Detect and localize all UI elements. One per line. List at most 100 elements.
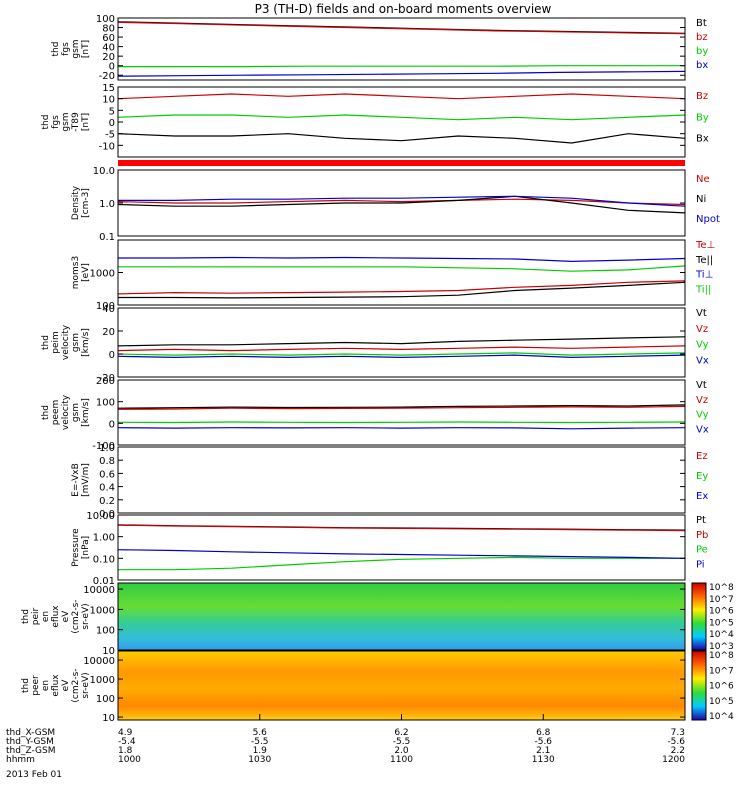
footer-row-label: hhmm	[6, 755, 35, 765]
colorbar-label: 10^3	[709, 642, 734, 652]
colorbar-label: 10^7	[709, 666, 734, 676]
y-tick-label: -100	[92, 441, 115, 452]
y-tick-label: 0.6	[99, 469, 115, 480]
panel-8: 10.00 1.00 0.10 0.01 Pressure [nPa] Pt Pb Pe Pi	[71, 511, 708, 587]
y-tick-label: 40	[102, 304, 115, 315]
y-axis-label: thd	[41, 115, 51, 130]
panel-4: 1000 100 moms3 [eV] Te⊥ Te|| Ti⊥ Ti||	[71, 239, 715, 312]
series-line-Vy	[117, 421, 686, 424]
y-axis-label: peer	[31, 675, 41, 696]
colorbar-label: 10^5	[709, 697, 734, 707]
footer-value: -5.6	[667, 737, 685, 747]
legend-bx: bx	[696, 60, 708, 71]
footer-row-label: thd_X-GSM	[6, 728, 55, 738]
colorbar-label: 10^4	[709, 630, 734, 640]
y-axis-label: en	[41, 611, 51, 622]
y-tick-label: 0.01	[93, 576, 115, 587]
y-axis-label: fgs	[51, 115, 61, 129]
series-line-Vz	[117, 345, 686, 352]
y-axis-label: thd	[21, 609, 31, 624]
footer-value: 5.6	[253, 728, 268, 738]
legend-Te⊥: Te⊥	[695, 240, 715, 251]
y-axis-label: fgs	[61, 42, 71, 56]
footer-value: 1.9	[253, 746, 268, 756]
y-axis-label: moms3	[71, 256, 81, 289]
y-tick-label: 10000	[83, 656, 115, 667]
y-tick-label: -10	[99, 141, 115, 152]
legend-Vz: Vz	[696, 395, 708, 406]
y-axis-label: thd	[41, 405, 51, 420]
footer-value: 4.9	[118, 728, 133, 738]
legend-Vx: Vx	[696, 424, 709, 435]
footer-value: -5.4	[118, 737, 136, 747]
spectrogram-fill	[118, 583, 685, 650]
y-axis-label: [nT]	[81, 40, 91, 58]
colorbar	[691, 582, 707, 651]
y-tick-label: 1.00	[93, 533, 115, 544]
legend-Ti⊥: Ti⊥	[695, 270, 713, 281]
legend-Pe: Pe	[696, 545, 708, 556]
y-tick-label: 0	[109, 62, 115, 73]
y-tick-label: 15	[102, 83, 115, 94]
y-tick-label: 0.0	[99, 509, 115, 520]
panel-6: 200 100 0 -100 thd peem velocity gsm [km/s] Vt Vz V…	[41, 376, 709, 452]
footer-value: 6.2	[394, 728, 408, 738]
series-line-Te||	[118, 281, 686, 299]
y-tick-label: 0	[109, 350, 115, 361]
y-tick-label: 0.4	[99, 483, 115, 494]
legend-bz: bz	[696, 32, 708, 43]
y-tick-label: -5	[105, 130, 115, 141]
legend-Bt: Bt	[696, 18, 707, 29]
panel-frame	[117, 379, 686, 446]
y-tick-label: 10	[102, 646, 115, 657]
legend-Vy: Vy	[696, 340, 709, 351]
series-line-Ti||	[118, 265, 686, 272]
y-tick-label: 20	[102, 52, 115, 63]
footer-row-label: thd_Y-GSM	[6, 737, 54, 747]
y-tick-label: 10.00	[86, 511, 115, 522]
legend-by: by	[696, 46, 708, 57]
legend-Ex: Ex	[696, 491, 708, 502]
y-axis-label: eV	[61, 610, 71, 623]
series-line-Vz	[117, 405, 686, 410]
legend-Ti||: Ti||	[695, 284, 711, 295]
legend-Te||: Te||	[695, 255, 713, 266]
footer-value: -5.5	[393, 737, 411, 747]
legend-Vt: Vt	[696, 308, 707, 319]
y-axis-label: velocity	[61, 394, 71, 430]
y-axis-label: Pressure	[71, 528, 81, 567]
y-tick-label: 60	[102, 33, 115, 44]
y-axis-label: thd	[21, 678, 31, 693]
y-tick-label: 20	[102, 327, 115, 338]
y-axis-label: [mV/m]	[81, 463, 91, 497]
y-axis-label: gsm	[71, 403, 81, 422]
y-axis-label: -T89	[71, 112, 81, 132]
panel-frame	[117, 446, 686, 514]
series-line-Pi	[117, 549, 686, 559]
y-tick-label: 40	[102, 43, 115, 54]
y-axis-label: eV	[61, 679, 71, 692]
panel-10: 10^8 10^7 10^6 10^5 10^4 10000 1000 100 10 thd pee…	[21, 650, 734, 724]
colorbar-label: 10^8	[709, 583, 734, 593]
y-tick-label: 1.0	[99, 199, 115, 210]
y-axis-label: peir	[31, 607, 41, 625]
footer-value: 2.0	[394, 746, 409, 756]
y-tick-label: -20	[99, 71, 115, 82]
footer-row-label: thd_Z-GSM	[6, 746, 55, 756]
panel-frame	[117, 582, 686, 651]
colorbar-label: 10^6	[709, 682, 734, 692]
footer-value: 6.8	[536, 728, 551, 738]
footer-value: 7.3	[671, 728, 685, 738]
series-line-bz	[117, 21, 686, 35]
spectrogram-fill	[118, 651, 685, 720]
legend-Npot: Npot	[696, 214, 720, 225]
series-line-By	[117, 114, 686, 121]
y-axis-label: (cm2-s-	[71, 668, 81, 702]
panel-9: 10^8 10^7 10^610^5 10^4 10^3 10000 1000 100 10 th…	[21, 582, 734, 657]
footer-value: 1000	[118, 755, 141, 765]
series-line-Pe	[118, 556, 685, 571]
y-axis-label: eflux	[51, 674, 61, 697]
series-line-Vx	[117, 354, 686, 359]
